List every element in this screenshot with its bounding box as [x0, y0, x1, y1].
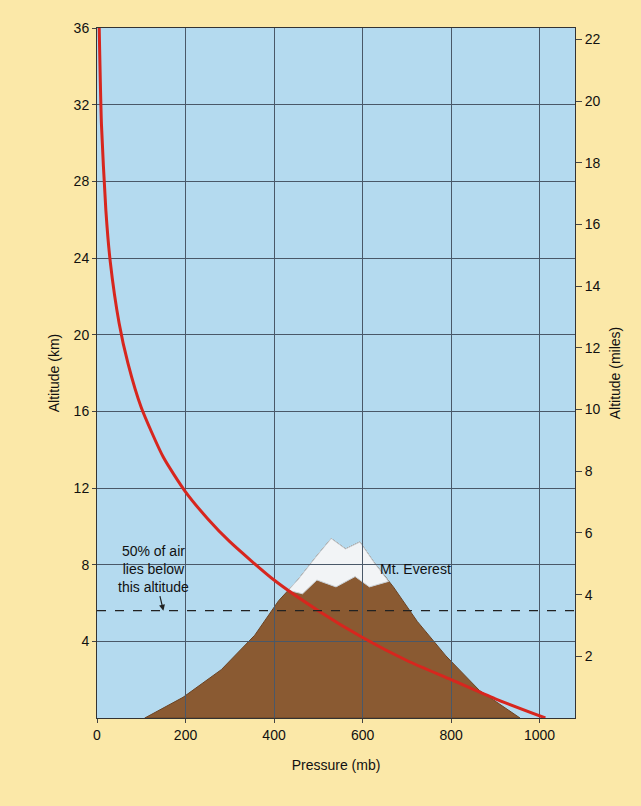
svg-text:16: 16 [74, 403, 90, 419]
svg-text:36: 36 [74, 20, 90, 36]
svg-text:18: 18 [585, 155, 601, 171]
svg-text:50% of airlies belowthis altit: 50% of airlies belowthis altitude [118, 543, 189, 595]
svg-text:200: 200 [174, 727, 198, 743]
svg-text:12: 12 [74, 480, 90, 496]
svg-text:2: 2 [585, 648, 593, 664]
svg-text:600: 600 [351, 727, 375, 743]
svg-text:24: 24 [74, 250, 90, 266]
svg-text:32: 32 [74, 97, 90, 113]
svg-text:6: 6 [585, 525, 593, 541]
svg-text:Altitude (km): Altitude (km) [46, 334, 62, 413]
svg-text:4: 4 [81, 633, 89, 649]
svg-text:14: 14 [585, 278, 601, 294]
svg-text:400: 400 [262, 727, 286, 743]
svg-text:10: 10 [585, 401, 601, 417]
svg-text:28: 28 [74, 173, 90, 189]
svg-text:20: 20 [585, 93, 601, 109]
svg-text:1000: 1000 [524, 727, 555, 743]
svg-text:Pressure (mb): Pressure (mb) [292, 757, 381, 773]
svg-text:Altitude (miles): Altitude (miles) [607, 327, 623, 420]
svg-text:0: 0 [93, 727, 101, 743]
svg-text:20: 20 [74, 327, 90, 343]
svg-text:Mt. Everest: Mt. Everest [380, 561, 451, 577]
svg-text:22: 22 [585, 31, 601, 47]
svg-text:4: 4 [585, 587, 593, 603]
svg-text:8: 8 [585, 463, 593, 479]
svg-text:8: 8 [81, 557, 89, 573]
svg-text:16: 16 [585, 216, 601, 232]
svg-text:800: 800 [439, 727, 463, 743]
svg-text:12: 12 [585, 340, 601, 356]
